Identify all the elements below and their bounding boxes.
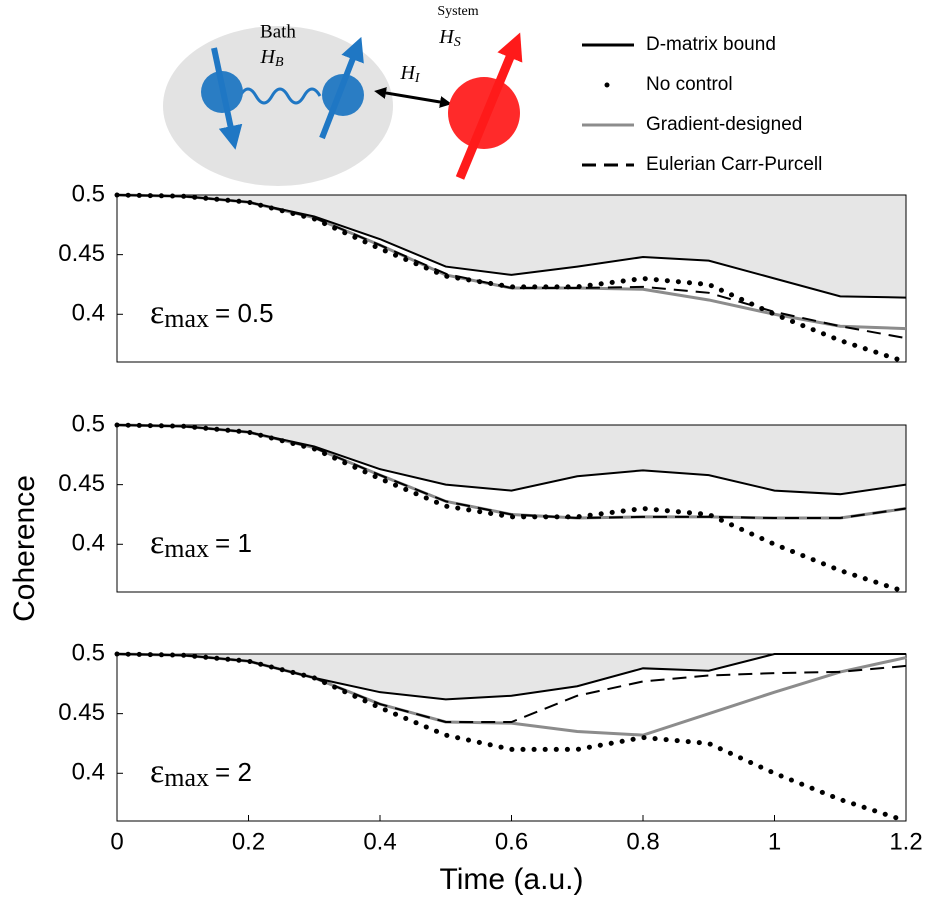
shaded-region [117,195,906,298]
x-tick-label: 0.8 [626,828,659,855]
bath-label: Bath [260,21,296,42]
symbol: H [438,26,455,48]
axes-box [116,194,907,363]
system-spin-arrow [455,32,523,180]
subscript: max [164,304,209,333]
bath-spin-arrow [211,47,243,150]
subscript: B [275,55,284,70]
subscript: max [164,534,209,563]
y-tick-label: 0.5 [72,180,105,207]
symbol: H [399,62,416,84]
x-tick-label: 0.6 [495,828,528,855]
interaction-arrow [374,87,452,108]
symbol: H [259,46,276,68]
annotation: εmax = 1 [150,524,252,563]
subscript: max [164,763,209,792]
series-line [116,653,906,701]
annotation-text: = 2 [215,757,252,787]
shaded-region [117,425,906,495]
annotation: εmax = 2 [150,753,252,792]
subscript: S [454,35,461,50]
series-line [116,653,907,723]
y-tick-label: 0.45 [58,470,105,497]
annotation-text: = 0.5 [215,298,274,328]
schematic: Bath HB System HS HI [163,4,523,186]
interaction-hamiltonian: HI [399,62,420,87]
coupling-wave [238,87,322,105]
bath-spin-arrow [319,36,364,140]
legend-label: No control [646,74,733,95]
y-tick-label: 0.4 [72,759,105,786]
annotation: εmax = 0.5 [150,294,274,333]
legend-label: Gradient-designed [646,114,802,135]
y-tick-label: 0.5 [72,410,105,437]
x-tick-label: 1.2 [889,828,922,855]
symbol: ε [150,524,164,561]
y-axis-label: Coherence [8,475,41,622]
panel: 0.4 0.45 0.5 εmax = 1 Coherence [8,410,909,622]
x-tick-label: 0.4 [363,828,396,855]
y-tick-label: 0.4 [72,530,105,557]
legend-swatch [604,82,610,88]
subscript: I [414,71,421,86]
x-tick-label: 1 [768,828,781,855]
x-tick-label: 0.2 [232,828,265,855]
bath-hamiltonian: HB [259,46,283,71]
annotation-text: = 1 [215,528,252,558]
symbol: ε [150,753,164,790]
symbol: ε [150,294,164,331]
panel: 0.4 0.45 0.5 εmax = 0.5 [58,180,909,365]
series-line [116,424,907,496]
x-axis-label: Time (a.u.) [440,863,584,896]
shaded-region [117,654,906,700]
series-line [116,194,907,299]
panel: 0.4 0.45 0.5 0 0.2 0.4 0.6 0.8 1 1.2 εmax = 2 Time (… [58,639,922,896]
series-line [116,424,907,520]
legend-label: Eulerian Carr-Purcell [646,154,822,175]
y-tick-label: 0.4 [72,300,105,327]
y-tick-label: 0.5 [72,639,105,666]
system-hamiltonian: HS [438,26,460,51]
system-label: System [437,4,478,19]
legend-label: D-matrix bound [646,34,776,55]
y-tick-label: 0.45 [58,240,105,267]
legend: D-matrix bound No control Gradient-designe… [582,34,822,175]
y-tick-label: 0.45 [58,699,105,726]
x-tick-label: 0 [110,828,123,855]
